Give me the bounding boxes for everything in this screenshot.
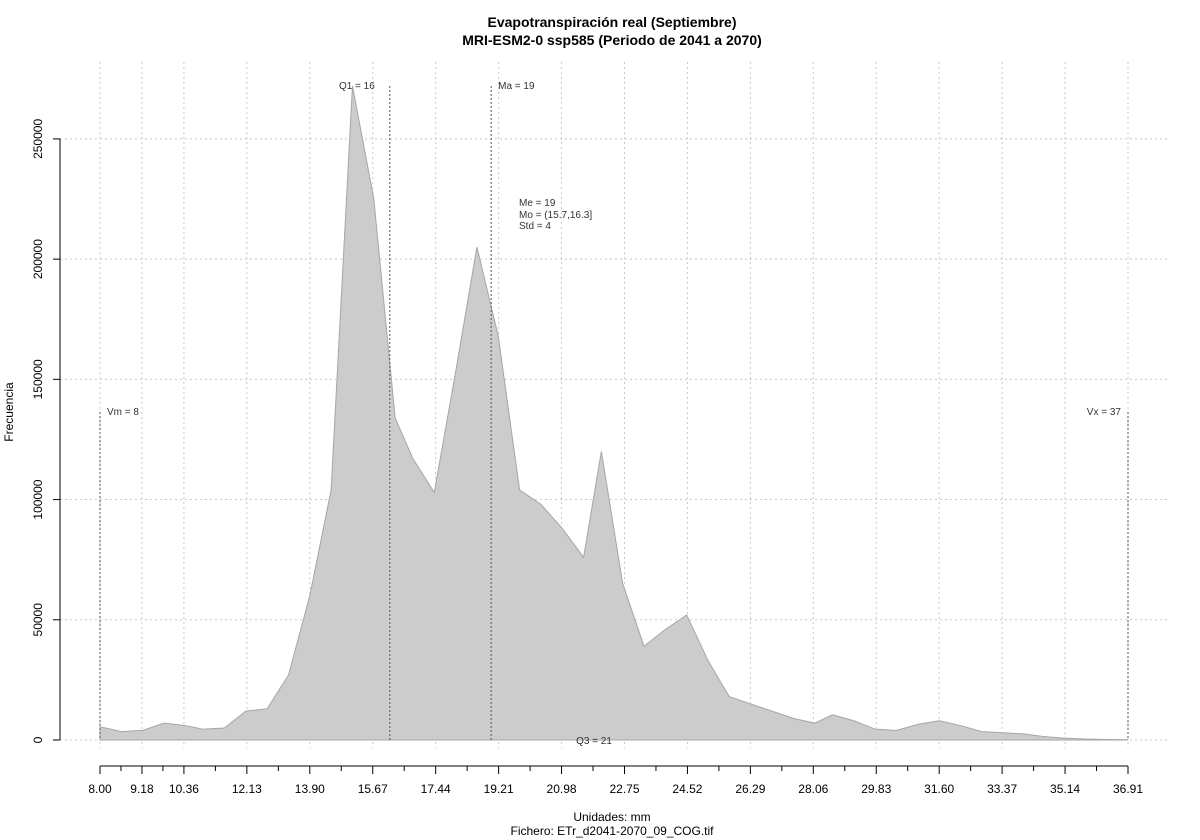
x-tick-label-4: 13.90 bbox=[295, 782, 325, 796]
stat-mode: Mo = (15.7,16.3] bbox=[519, 210, 592, 221]
y-tick-label-4: 200000 bbox=[31, 239, 45, 279]
x-axis-label: Unidades: mm bbox=[573, 810, 650, 824]
reference-label-0: Vm = 8 bbox=[107, 407, 139, 418]
x-tick-label-1: 9.18 bbox=[130, 782, 154, 796]
reference-label-1: Q1 = 16 bbox=[339, 81, 375, 92]
frequency-area bbox=[99, 85, 1129, 741]
x-tick-label-16: 35.14 bbox=[1050, 782, 1080, 796]
y-axis-label: Frecuencia bbox=[2, 382, 16, 442]
reference-label-2: Ma = 19 bbox=[498, 81, 535, 92]
chart-title: Evapotranspiración real (Septiembre) bbox=[488, 14, 737, 30]
x-tick-label-17: 36.91 bbox=[1113, 782, 1143, 796]
x-axis: 8.00 9.18 10.36 12.13 13.90 15.67 17.44 19.21 20… bbox=[88, 765, 1143, 796]
y-tick-label-3: 150000 bbox=[31, 359, 45, 399]
x-tick-label-5: 15.67 bbox=[358, 782, 388, 796]
q3-annotation: Q3 = 21 bbox=[576, 736, 612, 747]
x-tick-label-0: 8.00 bbox=[88, 782, 112, 796]
stat-std: Std = 4 bbox=[519, 221, 551, 232]
y-tick-label-5: 250000 bbox=[31, 119, 45, 159]
x-tick-label-2: 10.36 bbox=[169, 782, 199, 796]
x-tick-label-10: 24.52 bbox=[672, 782, 702, 796]
x-tick-label-6: 17.44 bbox=[421, 782, 451, 796]
x-tick-label-7: 19.21 bbox=[484, 782, 514, 796]
reference-label-3: Vx = 37 bbox=[1087, 407, 1122, 418]
y-axis: 0 50000 100000 150000 200000 250000 bbox=[31, 119, 61, 743]
x-tick-label-9: 22.75 bbox=[609, 782, 639, 796]
reference-lines: Vm = 8 Q1 = 16 Ma = 19 Vx = 37 bbox=[99, 81, 1129, 740]
y-tick-label-0: 0 bbox=[31, 736, 45, 743]
stat-median: Me = 19 bbox=[519, 198, 556, 209]
x-tick-label-14: 31.60 bbox=[924, 782, 954, 796]
y-tick-label-2: 100000 bbox=[31, 479, 45, 519]
file-caption: Fichero: ETr_d2041-2070_09_COG.tif bbox=[511, 824, 715, 838]
x-tick-label-15: 33.37 bbox=[987, 782, 1017, 796]
x-tick-label-11: 26.29 bbox=[735, 782, 765, 796]
x-tick-label-12: 28.06 bbox=[798, 782, 828, 796]
x-tick-label-13: 29.83 bbox=[861, 782, 891, 796]
x-tick-label-8: 20.98 bbox=[547, 782, 577, 796]
chart-subtitle: MRI-ESM2-0 ssp585 (Periodo de 2041 a 207… bbox=[462, 32, 762, 48]
y-tick-label-1: 50000 bbox=[31, 603, 45, 637]
x-tick-label-3: 12.13 bbox=[232, 782, 262, 796]
data-area bbox=[99, 85, 1129, 741]
